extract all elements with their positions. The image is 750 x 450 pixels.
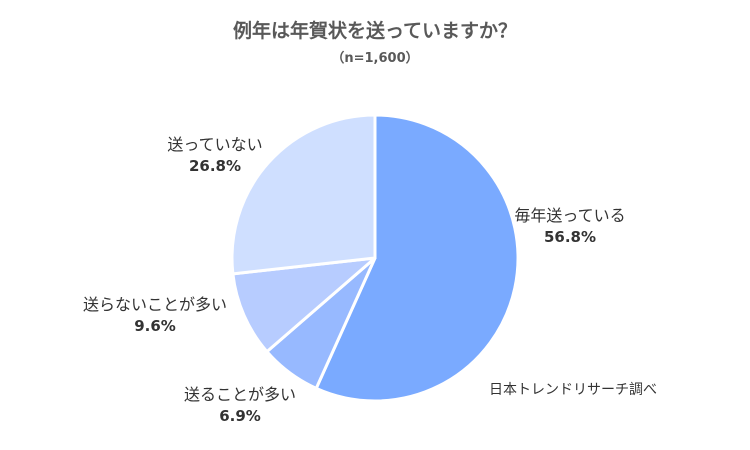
slice-label-maitoshi: 毎年送っている 56.8% <box>505 205 635 247</box>
slice-label-okuru-koto-ga-ooi: 送ることが多い 6.9% <box>170 384 310 426</box>
source-note: 日本トレンドリサーチ調べ <box>489 382 657 398</box>
slice-okutte-inai <box>230 113 377 276</box>
slice-value-label: 26.8% <box>188 156 242 175</box>
slice-category-label: 送っていない <box>167 135 263 154</box>
slice-category-label: 毎年送っている <box>514 206 626 225</box>
chart-subtitle: （n=1,600） <box>331 51 419 66</box>
slice-category-label: 送ることが多い <box>183 385 296 404</box>
slice-value-label: 56.8% <box>543 227 597 246</box>
chart-title: 例年は年賀状を送っていますか？ <box>232 20 518 42</box>
slice-value-label: 6.9% <box>219 406 261 425</box>
slice-label-okutte-inai: 送っていない 26.8% <box>150 134 280 176</box>
slice-value-label: 9.6% <box>134 316 176 335</box>
slice-maitoshi <box>314 113 520 403</box>
slice-label-okuranai-koto-ga-ooi: 送らないことが多い 9.6% <box>60 294 250 336</box>
slice-okuranai-koto-ga-ooi <box>231 256 377 354</box>
slice-category-label: 送らないことが多い <box>82 295 227 314</box>
